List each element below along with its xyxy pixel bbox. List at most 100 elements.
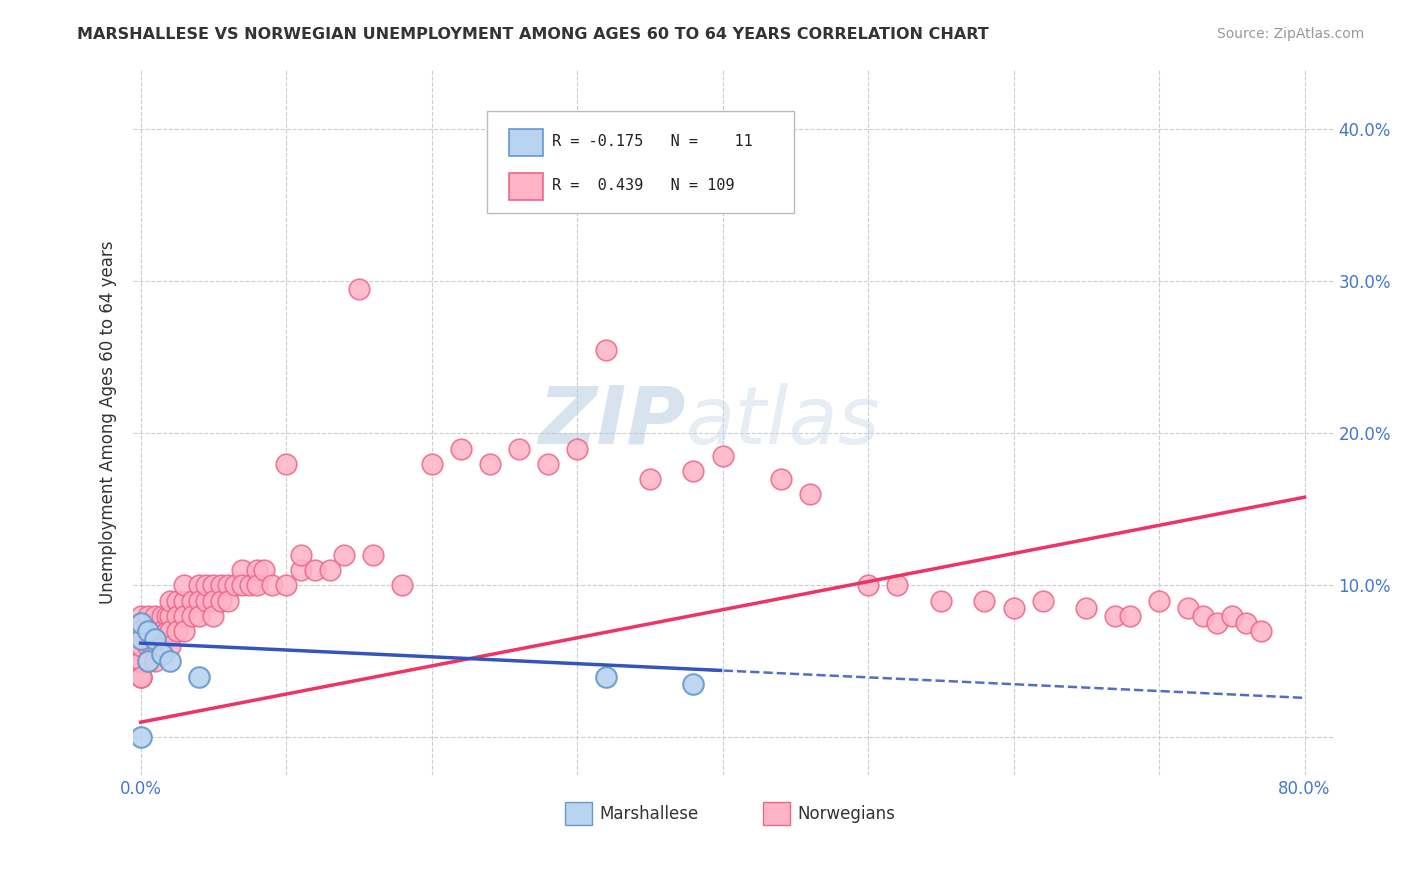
Point: [129, 639, 152, 653]
Point: [319, 563, 342, 577]
Point: [136, 654, 159, 668]
Point: [1177, 601, 1199, 615]
Point: [143, 639, 166, 653]
Point: [638, 472, 661, 486]
Text: R =  0.439   N = 109: R = 0.439 N = 109: [553, 178, 735, 194]
Point: [129, 654, 152, 668]
Point: [420, 457, 443, 471]
Point: [799, 487, 821, 501]
Point: [1104, 608, 1126, 623]
Text: ZIP: ZIP: [538, 383, 686, 461]
Point: [769, 472, 792, 486]
Point: [129, 639, 152, 653]
Point: [224, 578, 246, 592]
Point: [173, 578, 195, 592]
Point: [209, 578, 232, 592]
Point: [129, 639, 152, 653]
Point: [129, 731, 152, 745]
Point: [209, 593, 232, 607]
Point: [129, 670, 152, 684]
Point: [129, 624, 152, 638]
Point: [187, 670, 209, 684]
Point: [136, 624, 159, 638]
Point: [1250, 624, 1272, 638]
Point: [129, 670, 152, 684]
Point: [152, 647, 174, 661]
Point: [166, 593, 188, 607]
Point: [231, 578, 253, 592]
Point: [141, 639, 163, 653]
Point: [156, 624, 179, 638]
Point: [129, 639, 152, 653]
Point: [195, 593, 218, 607]
Point: [711, 449, 734, 463]
Point: [129, 654, 152, 668]
Point: [202, 608, 225, 623]
Text: MARSHALLESE VS NORWEGIAN UNEMPLOYMENT AMONG AGES 60 TO 64 YEARS CORRELATION CHAR: MARSHALLESE VS NORWEGIAN UNEMPLOYMENT AM…: [77, 27, 988, 42]
Point: [1032, 593, 1054, 607]
Y-axis label: Unemployment Among Ages 60 to 64 years: Unemployment Among Ages 60 to 64 years: [100, 240, 117, 604]
Point: [173, 624, 195, 638]
Point: [391, 578, 413, 592]
Point: [253, 563, 276, 577]
Point: [333, 548, 356, 562]
Point: [152, 608, 174, 623]
Text: Norwegians: Norwegians: [797, 805, 896, 823]
Point: [129, 624, 152, 638]
Point: [143, 654, 166, 668]
Point: [180, 593, 202, 607]
Point: [129, 654, 152, 668]
Point: [129, 624, 152, 638]
Text: atlas: atlas: [686, 383, 880, 461]
Point: [129, 639, 152, 653]
Point: [682, 464, 704, 478]
Point: [129, 639, 152, 653]
FancyBboxPatch shape: [488, 111, 793, 213]
Point: [187, 593, 209, 607]
Point: [146, 639, 169, 653]
Point: [187, 578, 209, 592]
Point: [231, 563, 253, 577]
Point: [187, 608, 209, 623]
Point: [1234, 616, 1257, 631]
Point: [129, 616, 152, 631]
Point: [290, 548, 312, 562]
Bar: [509, 128, 543, 155]
Point: [260, 578, 283, 592]
Point: [166, 608, 188, 623]
Bar: [565, 802, 592, 825]
Point: [304, 563, 326, 577]
Point: [246, 563, 269, 577]
Point: [159, 593, 181, 607]
Point: [129, 608, 152, 623]
Point: [195, 578, 218, 592]
Point: [173, 608, 195, 623]
Point: [141, 624, 163, 638]
Point: [159, 654, 181, 668]
Point: [973, 593, 995, 607]
Point: [136, 624, 159, 638]
Point: [166, 624, 188, 638]
Point: [152, 624, 174, 638]
Point: [136, 654, 159, 668]
Point: [217, 578, 239, 592]
Point: [159, 608, 181, 623]
Point: [290, 563, 312, 577]
Point: [682, 677, 704, 691]
Point: [129, 624, 152, 638]
Point: [239, 578, 262, 592]
Point: [180, 608, 202, 623]
Point: [929, 593, 952, 607]
Point: [1220, 608, 1243, 623]
Point: [129, 654, 152, 668]
Point: [508, 442, 530, 456]
Point: [450, 442, 472, 456]
Point: [595, 343, 617, 357]
Point: [143, 624, 166, 638]
Point: [136, 639, 159, 653]
Point: [1002, 601, 1025, 615]
Point: [1191, 608, 1213, 623]
Point: [537, 457, 560, 471]
Point: [143, 632, 166, 646]
Text: Source: ZipAtlas.com: Source: ZipAtlas.com: [1216, 27, 1364, 41]
